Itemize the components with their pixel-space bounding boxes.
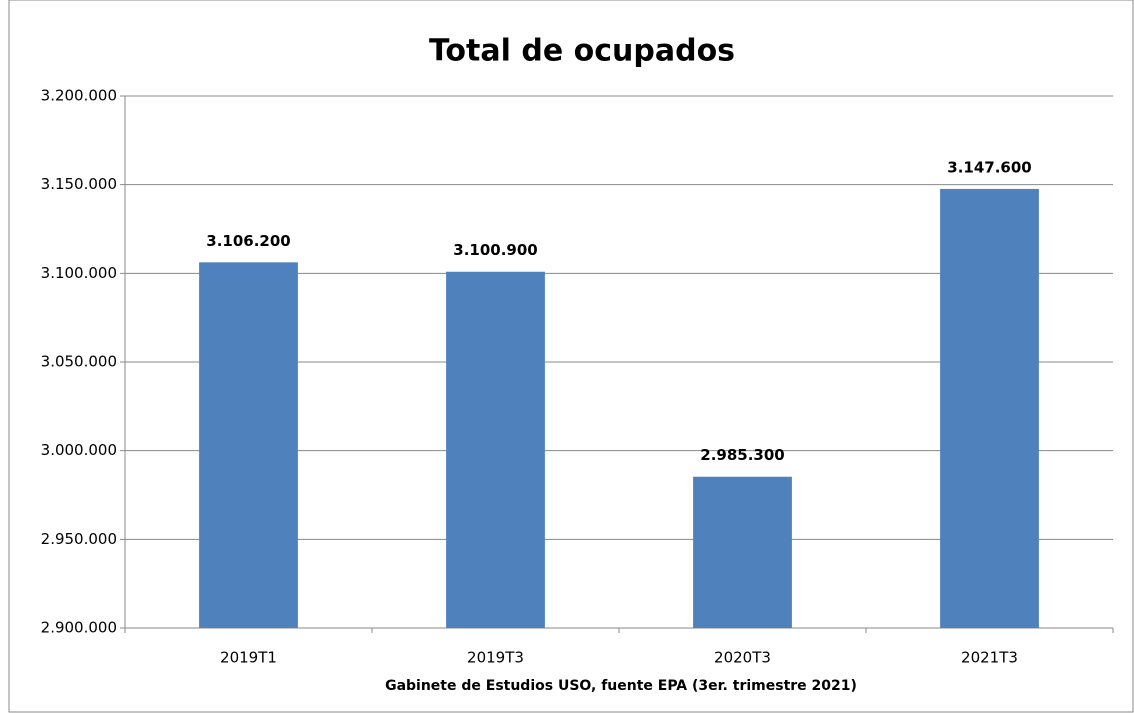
x-tick-label: 2021T3 [961, 649, 1018, 667]
y-tick-label: 3.000.000 [41, 441, 117, 459]
y-tick-label: 3.100.000 [41, 264, 117, 282]
bar [199, 262, 298, 628]
bar [446, 271, 545, 628]
bar [940, 188, 1039, 628]
x-tick-label: 2019T3 [467, 649, 524, 667]
bar [693, 476, 792, 628]
chart-title: Total de ocupados [429, 34, 735, 69]
x-tick-label: 2019T1 [220, 649, 277, 667]
y-tick-label: 3.050.000 [41, 353, 117, 371]
y-tick-label: 3.150.000 [41, 175, 117, 193]
value-label: 2.985.300 [700, 446, 784, 464]
y-tick-label: 3.200.000 [41, 87, 117, 105]
value-label: 3.106.200 [206, 232, 290, 250]
value-label: 3.100.900 [453, 241, 537, 259]
x-tick-label: 2020T3 [714, 649, 771, 667]
y-tick-label: 2.950.000 [41, 530, 117, 548]
y-tick-label: 2.900.000 [41, 619, 117, 637]
x-axis-label: Gabinete de Estudios USO, fuente EPA (3e… [385, 678, 857, 694]
value-label: 3.147.600 [947, 158, 1031, 176]
